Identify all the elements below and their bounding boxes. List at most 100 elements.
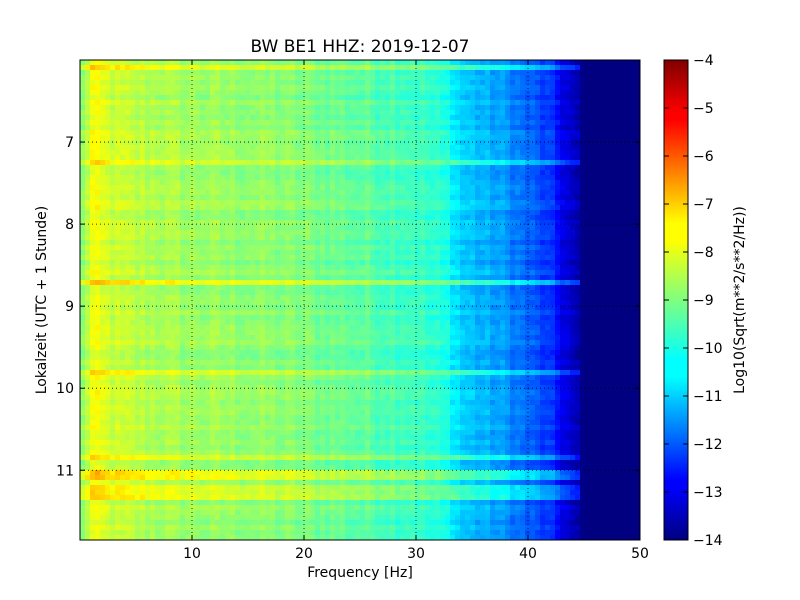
heatmap-cell [125,225,131,231]
heatmap-cell [145,145,151,151]
heatmap-cell [165,190,171,196]
heatmap-cell [140,130,146,136]
heatmap-cell [445,210,451,216]
heatmap-cell [240,205,246,211]
heatmap-cell [315,145,321,151]
heatmap-cell [140,280,146,286]
heatmap-cell [615,145,621,151]
heatmap-cell [135,130,141,136]
heatmap-cell [235,130,241,136]
heatmap-cell [225,120,231,126]
heatmap-cell [240,120,246,126]
heatmap-cell [310,280,316,286]
heatmap-cell [565,225,571,231]
heatmap-cell [545,185,551,191]
heatmap-cell [420,130,426,136]
heatmap-cell [525,260,531,266]
heatmap-cell [320,150,326,156]
heatmap-cell [225,100,231,106]
heatmap-cell [285,145,291,151]
heatmap-cell [500,200,506,206]
heatmap-cell [430,90,436,96]
heatmap-cell [470,135,476,141]
heatmap-cell [350,190,356,196]
heatmap-cell [245,170,251,176]
heatmap-cell [230,200,236,206]
heatmap-cell [605,220,611,226]
heatmap-cell [490,80,496,86]
heatmap-cell [420,215,426,221]
heatmap-cell [305,240,311,246]
heatmap-cell [540,85,546,91]
heatmap-cell [165,100,171,106]
heatmap-cell [170,235,176,241]
heatmap-cell [610,255,616,261]
heatmap-cell [185,245,191,251]
heatmap-cell [100,265,106,271]
heatmap-cell [205,110,211,116]
heatmap-cell [390,190,396,196]
heatmap-cell [620,85,626,91]
heatmap-cell [295,95,301,101]
heatmap-cell [445,155,451,161]
heatmap-cell [95,200,101,206]
heatmap-cell [185,175,191,181]
heatmap-cell [370,245,376,251]
heatmap-cell [270,180,276,186]
heatmap-cell [515,200,521,206]
heatmap-cell [375,60,381,66]
heatmap-cell [85,245,91,251]
heatmap-cell [270,95,276,101]
heatmap-cell [90,195,96,201]
heatmap-cell [355,185,361,191]
heatmap-cell [510,80,516,86]
heatmap-cell [445,150,451,156]
heatmap-cell [190,220,196,226]
heatmap-cell [295,120,301,126]
heatmap-cell [570,195,576,201]
heatmap-cell [290,155,296,161]
heatmap-cell [435,160,441,166]
heatmap-cell [380,165,386,171]
heatmap-cell [475,220,481,226]
heatmap-cell [310,245,316,251]
heatmap-cell [500,240,506,246]
heatmap-cell [495,215,501,221]
heatmap-cell [515,275,521,281]
heatmap-cell [345,150,351,156]
heatmap-cell [450,230,456,236]
heatmap-cell [410,225,416,231]
heatmap-cell [410,75,416,81]
heatmap-cell [435,220,441,226]
heatmap-cell [95,100,101,106]
heatmap-cell [605,170,611,176]
heatmap-cell [355,160,361,166]
heatmap-cell [620,200,626,206]
heatmap-cell [180,265,186,271]
heatmap-cell [510,195,516,201]
heatmap-cell [635,90,640,96]
heatmap-cell [150,275,156,281]
heatmap-cell [390,240,396,246]
heatmap-cell [125,90,131,96]
heatmap-cell [385,90,391,96]
heatmap-cell [90,235,96,241]
heatmap-cell [250,70,256,76]
heatmap-cell [430,210,436,216]
heatmap-cell [155,155,161,161]
heatmap-cell [210,75,216,81]
heatmap-cell [635,200,640,206]
heatmap-cell [300,160,306,166]
heatmap-cell [205,270,211,276]
heatmap-cell [80,210,86,216]
heatmap-cell [605,175,611,181]
heatmap-cell [285,220,291,226]
heatmap-cell [270,185,276,191]
heatmap-cell [350,175,356,181]
heatmap-cell [125,110,131,116]
heatmap-cell [120,80,126,86]
heatmap-cell [385,185,391,191]
heatmap-cell [375,155,381,161]
heatmap-cell [605,120,611,126]
heatmap-cell [630,165,636,171]
